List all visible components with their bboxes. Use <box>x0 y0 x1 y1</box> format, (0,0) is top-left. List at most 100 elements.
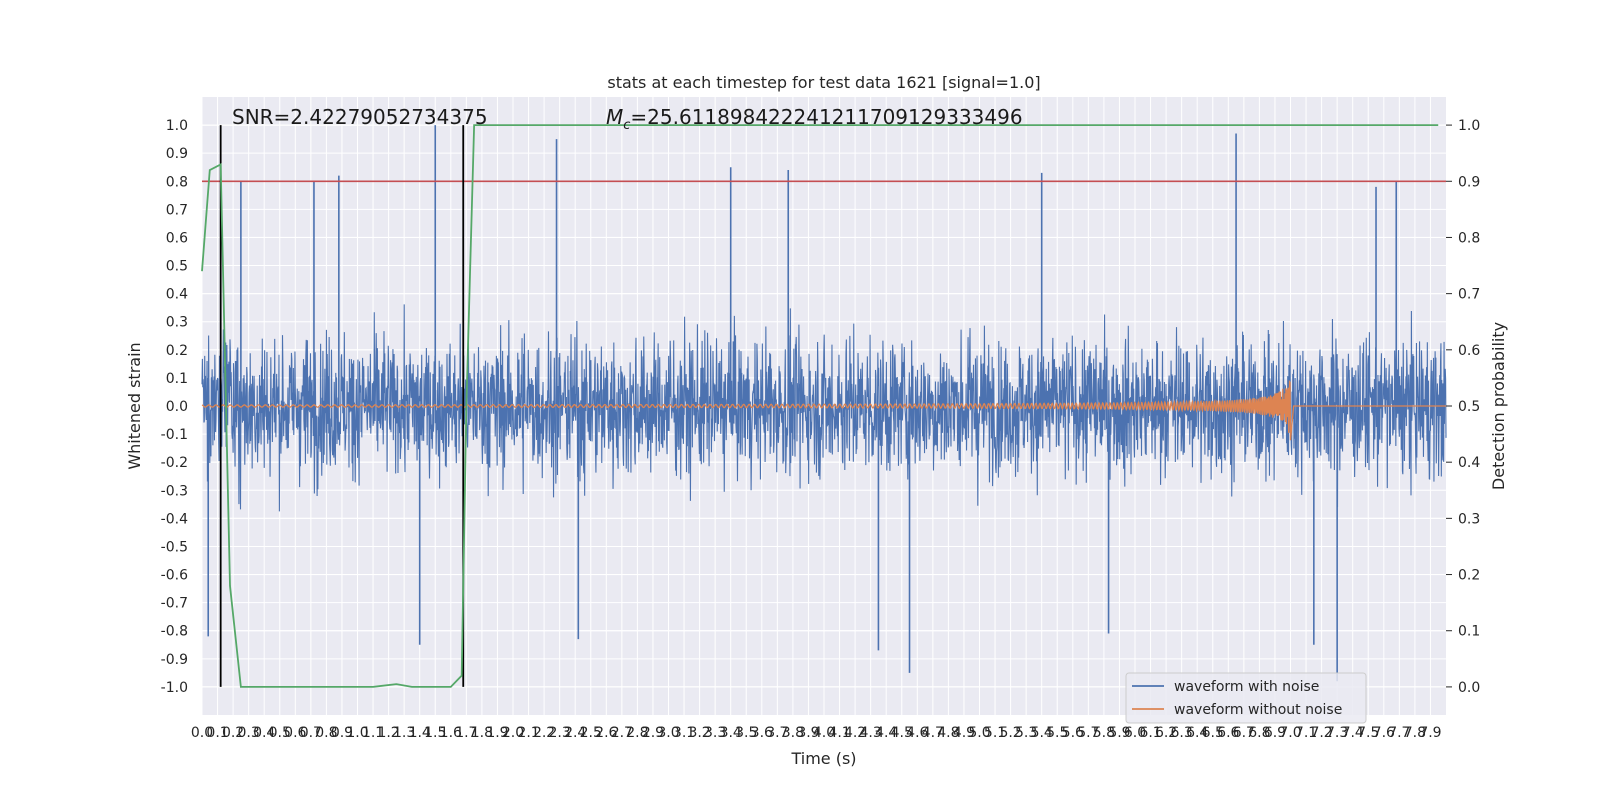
x-tick-label: 4.7 <box>922 725 944 741</box>
chart-title: stats at each timestep for test data 162… <box>607 73 1040 92</box>
y-tick-label: -1.0 <box>161 680 188 696</box>
x-tick-label: 2.9 <box>642 725 664 741</box>
x-tick-label: 2.6 <box>595 725 617 741</box>
x-tick-label: 2.5 <box>580 725 602 741</box>
clean-trace <box>201 379 1446 441</box>
y-tick-label: -0.3 <box>161 483 188 499</box>
x-tick-label: 1.8 <box>471 725 493 741</box>
y-tick-label: 1.0 <box>166 118 188 134</box>
y-tick-label: 0.5 <box>166 259 188 275</box>
chirp-mass-annotation: Mc=25.611898422241211709129333496 <box>606 105 1023 133</box>
x-tick-label: 7.1 <box>1295 725 1317 741</box>
x-tick-label: 3.7 <box>766 725 788 741</box>
y-tick-label: -0.6 <box>161 568 188 584</box>
y-tick-label: 0.4 <box>166 287 188 303</box>
y-tick-labels: -1.0 -0.9 -0.8 -0.7 -0.6 -0.5 -0.4 -0.3 -0.2 -0.1… <box>161 118 188 696</box>
x-tick-label: 7.7 <box>1388 725 1410 741</box>
snr-annotation: SNR=2.42279052734375 <box>232 105 488 129</box>
x-tick-label: 3.0 <box>657 725 679 741</box>
mc-subscript: c <box>623 118 630 133</box>
x-tick-label: 5.2 <box>999 725 1021 741</box>
x-tick-label: 4.0 <box>813 725 835 741</box>
x-tick-label: 1.1 <box>362 725 384 741</box>
x-tick-label: 0.8 <box>315 725 337 741</box>
legend-label-clean: waveform without noise <box>1174 702 1342 718</box>
y2-tick-label: 0.4 <box>1458 455 1480 471</box>
x-tick-label: 2.8 <box>626 725 648 741</box>
x-tick-label: 0.5 <box>269 725 291 741</box>
x-tick-label: 6.0 <box>1124 725 1146 741</box>
y-tick-label: 0.8 <box>166 174 188 190</box>
x-tick-label: 7.6 <box>1373 725 1395 741</box>
x-tick-label: 6.2 <box>1155 725 1177 741</box>
x-tick-label: 0.2 <box>222 725 244 741</box>
y2-tick-label: 0.1 <box>1458 624 1480 640</box>
legend-label-noise: waveform with noise <box>1174 679 1319 695</box>
x-tick-label: 2.1 <box>517 725 539 741</box>
x-tick-label: 6.4 <box>1186 725 1208 741</box>
x-tick-label: 3.9 <box>797 725 819 741</box>
y2-tick-label: 0.2 <box>1458 568 1480 584</box>
x-tick-label: 0.9 <box>331 725 353 741</box>
y-tick-label: -0.4 <box>161 511 188 527</box>
y2-tick-labels: 0.0 0.1 0.2 0.3 0.4 0.5 0.6 0.7 0.8 0.9 1.0 <box>1446 118 1480 696</box>
y-tick-label: -0.5 <box>161 539 188 555</box>
y2-tick-label: 0.0 <box>1458 680 1480 696</box>
x-tick-label: 3.3 <box>704 725 726 741</box>
y-tick-label: -0.8 <box>161 624 188 640</box>
x-tick-label: 6.3 <box>1171 725 1193 741</box>
x-tick-label: 5.0 <box>968 725 990 741</box>
x-tick-label: 5.3 <box>1015 725 1037 741</box>
y-tick-label: 0.7 <box>166 202 188 218</box>
x-tick-label: 6.8 <box>1248 725 1270 741</box>
x-tick-label: 6.6 <box>1217 725 1239 741</box>
y-tick-label: 0.3 <box>166 315 188 331</box>
x-tick-label: 5.4 <box>1031 725 1053 741</box>
x-tick-label: 3.6 <box>751 725 773 741</box>
x-tick-label: 0.1 <box>206 725 228 741</box>
x-tick-label: 6.5 <box>1202 725 1224 741</box>
y-tick-label: 0.2 <box>166 343 188 359</box>
x-tick-label: 3.2 <box>688 725 710 741</box>
mc-symbol: M <box>606 105 623 129</box>
x-tick-label: 1.7 <box>455 725 477 741</box>
y-axis-label: Whitened strain <box>125 342 144 469</box>
x-tick-label: 7.3 <box>1326 725 1348 741</box>
x-tick-label: 5.6 <box>1062 725 1084 741</box>
x-tick-label: 2.3 <box>549 725 571 741</box>
x-tick-label: 1.0 <box>346 725 368 741</box>
x-tick-label: 4.1 <box>828 725 850 741</box>
y2-axis-label: Detection probability <box>1489 322 1508 490</box>
mc-value: =25.611898422241211709129333496 <box>630 105 1022 129</box>
x-tick-label: 6.1 <box>1139 725 1161 741</box>
x-tick-label: 6.9 <box>1264 725 1286 741</box>
x-tick-label: 5.7 <box>1077 725 1099 741</box>
y-tick-label: 0.1 <box>166 371 188 387</box>
x-tick-label: 0.3 <box>238 725 260 741</box>
y2-tick-label: 0.7 <box>1458 287 1480 303</box>
x-tick-label: 1.6 <box>440 725 462 741</box>
x-tick-label: 3.8 <box>782 725 804 741</box>
x-tick-label: 0.0 <box>191 725 213 741</box>
series-waveform-without-noise <box>201 379 1446 441</box>
series-waveform-with-noise <box>201 125 1447 682</box>
x-tick-label: 1.9 <box>486 725 508 741</box>
x-tick-label: 0.4 <box>253 725 275 741</box>
y-tick-label: 0.9 <box>166 146 188 162</box>
series-detection-probability <box>201 124 1439 688</box>
x-tick-label: 5.8 <box>1093 725 1115 741</box>
x-tick-label: 2.4 <box>564 725 586 741</box>
x-tick-label: 1.5 <box>424 725 446 741</box>
legend-box <box>1125 672 1367 724</box>
x-tick-label: 3.5 <box>735 725 757 741</box>
y-tick-label: -0.7 <box>161 596 188 612</box>
noise-trace <box>201 304 1447 512</box>
y2-tick-label: 0.6 <box>1458 343 1480 359</box>
x-tick-label: 1.2 <box>377 725 399 741</box>
y-tick-label: -0.2 <box>161 455 188 471</box>
y2-tick-label: 0.8 <box>1458 230 1480 246</box>
y-tick-label: 0.0 <box>166 399 188 415</box>
y2-tick-label: 0.9 <box>1458 174 1480 190</box>
x-tick-label: 7.8 <box>1404 725 1426 741</box>
